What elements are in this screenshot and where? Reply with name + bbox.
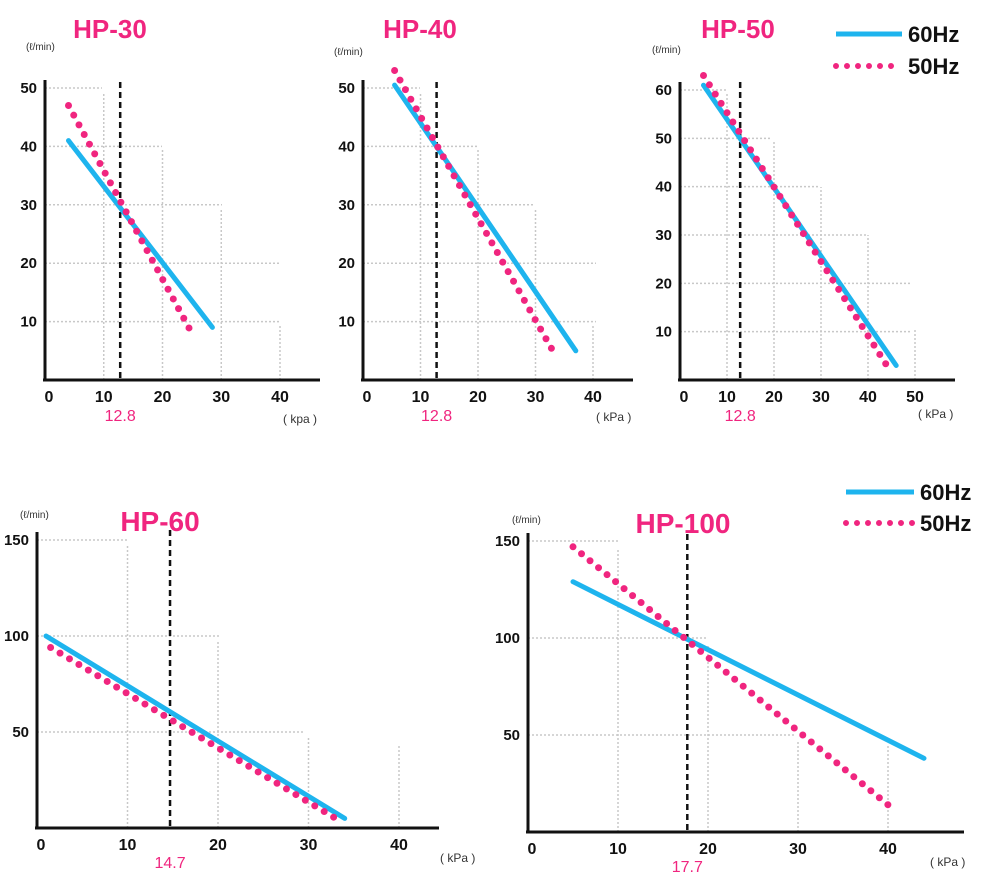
x-tick-label: 40 (390, 837, 408, 854)
x-tick-label: 20 (699, 841, 717, 858)
marker-label: 12.8 (421, 408, 452, 425)
y-tick-label: 50 (338, 80, 355, 97)
chart-title: HP-60 (120, 506, 199, 537)
x-tick-label: 40 (271, 389, 289, 406)
series-50hz-line (700, 72, 891, 369)
x-tick-label: 0 (680, 389, 689, 406)
y-tick-label: 30 (338, 197, 355, 214)
grid (45, 87, 281, 380)
x-tick-label: 40 (879, 841, 897, 858)
series-60hz-line (66, 138, 215, 330)
chart-title: HP-50 (701, 14, 775, 44)
y-tick-label: 40 (20, 138, 37, 155)
x-axis-label: ( kPa ) (596, 410, 631, 424)
x-tick-label: 40 (859, 389, 877, 406)
chart-title: HP-100 (636, 508, 731, 539)
x-tick-label: 0 (37, 837, 46, 854)
legend-bottom: 60Hz 50Hz (843, 480, 971, 536)
y-tick-label: 50 (20, 80, 37, 97)
series-50hz-line (65, 102, 196, 337)
y-tick-label: 100 (4, 628, 29, 645)
chart-hp-50: 0 10 20 30 40 50 10 20 30 40 50 60 HP-50 (ℓ/min) ( kPa… (652, 14, 955, 425)
x-tick-label: 10 (95, 389, 113, 406)
grid (37, 539, 400, 828)
x-tick-label: 40 (584, 389, 602, 406)
x-tick-label: 0 (45, 389, 54, 406)
legend-top-50hz-label: 50Hz (908, 54, 959, 79)
x-tick-label: 20 (154, 389, 172, 406)
x-axis-label: ( kPa ) (918, 407, 953, 421)
y-tick-label: 50 (12, 724, 29, 741)
x-tick-label: 20 (209, 837, 227, 854)
x-tick-label: 10 (718, 389, 736, 406)
marker-label: 12.8 (105, 408, 136, 425)
series-60hz-line (43, 633, 348, 821)
y-tick-label: 150 (4, 532, 29, 549)
series-60hz-line (570, 579, 927, 761)
x-tick-label: 20 (469, 389, 487, 406)
x-axis-label: ( kpa ) (283, 412, 317, 426)
x-tick-label: 10 (609, 841, 627, 858)
x-tick-label: 30 (812, 389, 830, 406)
legend-top: 60Hz 50Hz (833, 22, 959, 79)
x-tick-label: 30 (212, 389, 230, 406)
marker-label: 17.7 (672, 859, 703, 876)
chart-hp-30: 0 10 20 30 40 10 20 30 40 50 HP-30 (ℓ/min) ( kpa ) 12… (20, 14, 320, 426)
x-tick-label: 0 (528, 841, 537, 858)
series-50hz-line (569, 543, 892, 809)
y-tick-label: 10 (655, 324, 672, 341)
y-tick-label: 20 (655, 275, 672, 292)
y-tick-label: 10 (338, 314, 355, 331)
y-axis-label: (ℓ/min) (20, 510, 49, 521)
y-tick-label: 60 (655, 82, 672, 99)
y-tick-label: 50 (503, 727, 520, 744)
y-tick-label: 40 (655, 179, 672, 196)
chart-hp-60: 0 10 20 30 40 50 100 150 HP-60 (ℓ/min) ( kPa ) 14.7 (4, 506, 475, 872)
chart-hp-40: 0 10 20 30 40 10 20 30 40 50 HP-40 (ℓ/min) ( kPa ) 12… (334, 14, 633, 425)
series-60hz-line (392, 82, 579, 354)
y-axis-label: (ℓ/min) (652, 45, 681, 56)
y-tick-label: 50 (655, 130, 672, 147)
x-tick-label: 10 (412, 389, 430, 406)
y-tick-label: 20 (338, 255, 355, 272)
chart-hp-100: 0 10 20 30 40 50 100 150 HP-100 (ℓ/min) ( kPa ) 17.… (495, 508, 965, 876)
marker-label: 14.7 (154, 855, 185, 872)
y-axis-label: (ℓ/min) (26, 42, 55, 53)
grid (528, 540, 889, 832)
x-tick-label: 30 (300, 837, 318, 854)
chart-title: HP-30 (73, 14, 147, 44)
x-tick-label: 20 (765, 389, 783, 406)
y-axis-label: (ℓ/min) (512, 515, 541, 526)
y-tick-label: 20 (20, 255, 37, 272)
marker-label: 12.8 (725, 408, 756, 425)
grid (363, 87, 596, 380)
x-tick-label: 0 (363, 389, 372, 406)
y-tick-label: 30 (20, 197, 37, 214)
y-tick-label: 10 (20, 314, 37, 331)
y-tick-label: 100 (495, 630, 520, 647)
legend-bottom-50hz-label: 50Hz (920, 511, 971, 536)
legend-top-60hz-label: 60Hz (908, 22, 959, 47)
series-50hz-line (47, 644, 340, 822)
x-tick-label: 10 (119, 837, 137, 854)
y-tick-label: 30 (655, 227, 672, 244)
x-axis-label: ( kPa ) (440, 851, 475, 865)
legend-bottom-60hz-label: 60Hz (920, 480, 971, 505)
x-tick-label: 30 (527, 389, 545, 406)
x-axis-label: ( kPa ) (930, 855, 965, 869)
chart-title: HP-40 (383, 14, 457, 44)
x-tick-label: 50 (906, 389, 924, 406)
y-tick-label: 150 (495, 533, 520, 550)
x-tick-label: 30 (789, 841, 807, 858)
grid (680, 89, 916, 380)
y-axis-label: (ℓ/min) (334, 47, 363, 58)
y-tick-label: 40 (338, 138, 355, 155)
series-50hz-line (391, 67, 557, 355)
